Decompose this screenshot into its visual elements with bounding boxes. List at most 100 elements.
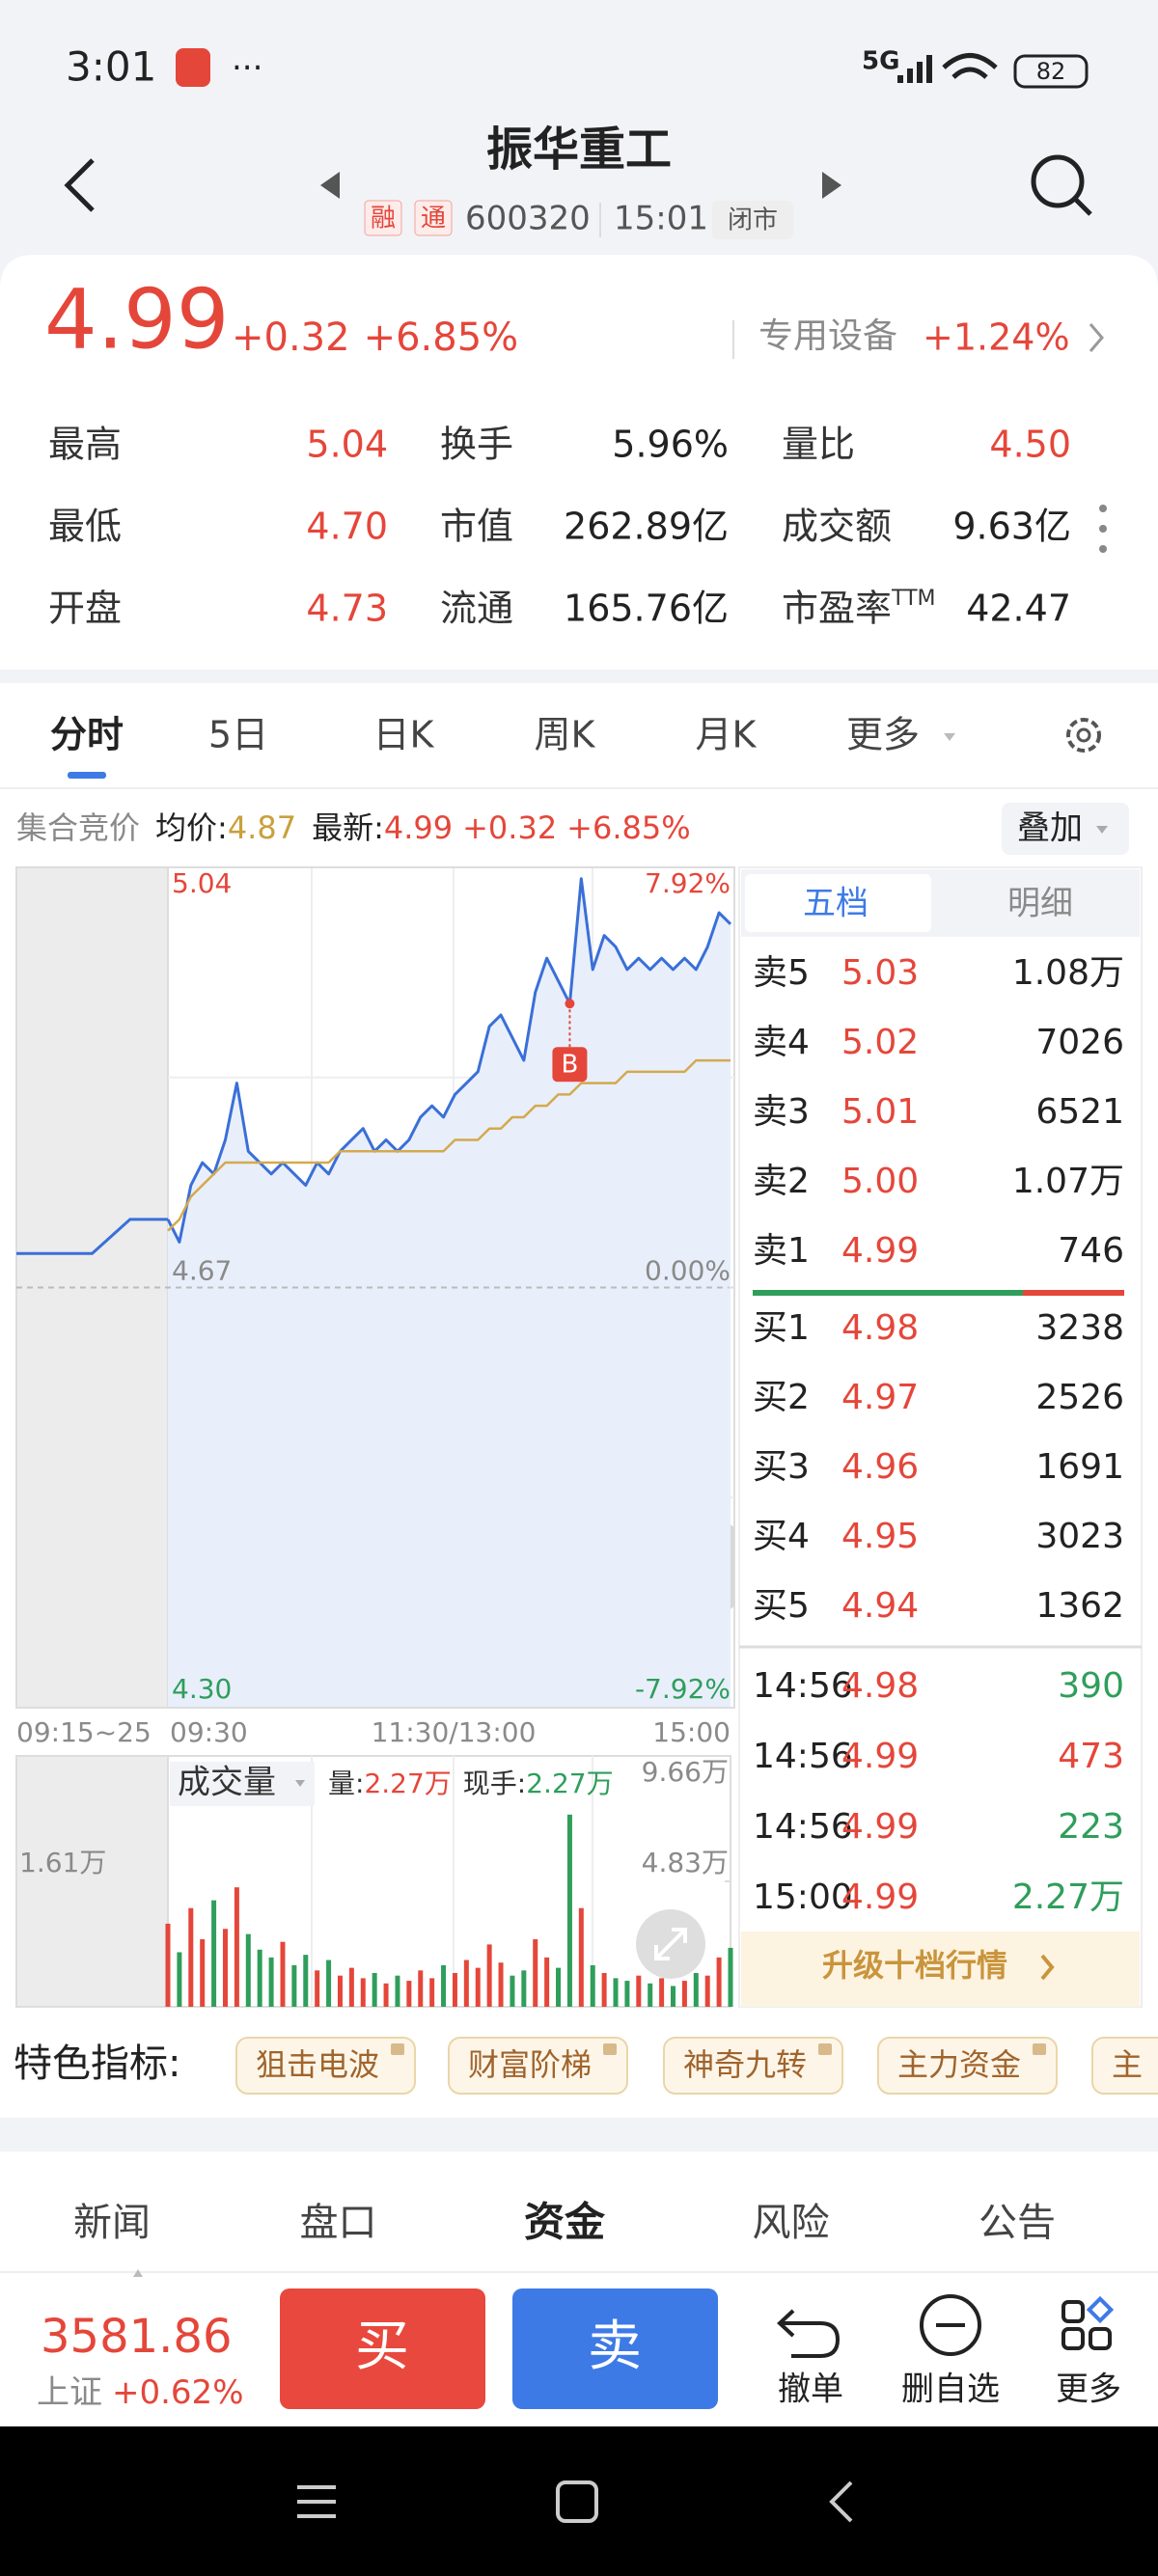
book-label: 卖3 [753, 1092, 810, 1132]
stat-value: 42.47 [966, 588, 1071, 630]
action-label[interactable]: 撤单 [778, 2370, 843, 2409]
bottom-tab[interactable]: 新闻 [73, 2201, 151, 2245]
action-label[interactable]: 更多 [1056, 2370, 1121, 2409]
stat-value: 165.76亿 [564, 588, 729, 630]
chart-tab[interactable]: 月K [696, 714, 758, 756]
more-icon-cell [1062, 2327, 1085, 2350]
book-volume: 1691 [1035, 1447, 1124, 1487]
bottom-tab[interactable]: 盘口 [300, 2201, 377, 2245]
remove-icon[interactable] [920, 2294, 981, 2356]
auction-volume-scale: 1.61万 [19, 1847, 106, 1878]
feature-item[interactable]: 主力资金 [897, 2046, 1021, 2083]
chart-tab[interactable]: 日K [373, 714, 435, 756]
lock-icon [603, 2043, 617, 2055]
sector-name[interactable]: 专用设备 [758, 316, 897, 356]
cancel-icon[interactable] [777, 2309, 841, 2358]
upgrade-link[interactable]: 升级十档行情 [822, 1947, 1007, 1984]
tag-box [364, 200, 402, 236]
buy-label[interactable]: 买 [355, 2316, 409, 2378]
settings-center [1076, 727, 1091, 743]
sell-label[interactable]: 卖 [588, 2316, 642, 2378]
volume-bar [671, 1986, 676, 2007]
stat-label: 开盘 [48, 588, 122, 630]
stat-label: 量比 [782, 424, 855, 466]
feature-pill[interactable] [877, 2037, 1058, 2095]
buy-button[interactable] [280, 2288, 485, 2409]
tag: 通 [421, 205, 446, 233]
prev-stock[interactable] [320, 172, 340, 199]
chart-tab[interactable]: 周K [535, 714, 596, 756]
more-dot[interactable] [1099, 525, 1107, 533]
chart-tab[interactable]: 5日 [208, 714, 268, 756]
overlay-button[interactable]: 叠加 [1017, 809, 1083, 848]
book-volume: 3023 [1035, 1517, 1124, 1556]
feature-item[interactable]: 主 [1112, 2046, 1143, 2083]
stat-value: 5.04 [306, 424, 388, 466]
book-balance-ask [1023, 1290, 1124, 1296]
stock-code: 600320 [465, 200, 591, 238]
settings-button[interactable] [1066, 718, 1101, 753]
volume-title[interactable]: 成交量 [178, 1764, 276, 1802]
tab-indicator [68, 772, 106, 779]
stat-value: 4.73 [306, 588, 388, 630]
feature-item[interactable]: 财富阶梯 [468, 2046, 592, 2083]
book-balance-bid [753, 1290, 1023, 1296]
feature-pill[interactable] [663, 2037, 843, 2095]
market-status: 闭市 [728, 206, 778, 235]
stat-value: 5.96% [612, 424, 729, 466]
volume-title-box[interactable] [170, 1762, 315, 1806]
bottom-tab[interactable]: 公告 [979, 2201, 1056, 2245]
tick-volume: 390 [1058, 1666, 1124, 1706]
upgrade-banner[interactable] [741, 1932, 1140, 2007]
more-dot[interactable] [1099, 505, 1107, 512]
volume-bar [337, 1975, 343, 2007]
overlay-box[interactable] [1002, 803, 1129, 855]
order-tab[interactable]: 五档 [803, 885, 868, 923]
index-toggle[interactable] [133, 2269, 143, 2277]
nav-back[interactable] [829, 2480, 853, 2523]
sector-change[interactable]: +1.24% [923, 316, 1070, 359]
search-handle [1073, 197, 1092, 216]
stat-label: 成交额 [782, 506, 892, 548]
dropdown-caret [944, 733, 955, 741]
bottom-tab[interactable]: 风险 [753, 2201, 830, 2245]
back-button[interactable] [64, 158, 95, 212]
feature-pill[interactable] [448, 2037, 628, 2095]
y2-tick-label: 7.92% [645, 867, 731, 899]
index-info: 上证 +0.62% [37, 2373, 244, 2412]
order-tab[interactable]: 明细 [1007, 885, 1073, 923]
more-icon-cell [1086, 2295, 1115, 2324]
sell-button[interactable] [512, 2288, 718, 2409]
book-price: 5.03 [841, 953, 919, 993]
feature-pill[interactable] [235, 2037, 416, 2095]
book-volume: 1.07万 [1012, 1162, 1124, 1201]
battery [1013, 54, 1089, 89]
volume-bar [475, 1967, 481, 2007]
volume-bar [510, 1975, 515, 2007]
index-value: 3581.86 [41, 2310, 233, 2364]
more-icon[interactable] [1062, 2295, 1115, 2350]
sector-arrow[interactable] [1089, 323, 1104, 352]
feature-pill[interactable] [1091, 2037, 1158, 2095]
volume-info: 量:2.27万 现手:2.27万 [328, 1768, 614, 1799]
volume-bar [521, 1970, 527, 2007]
nav-menu[interactable] [297, 2485, 336, 2518]
more-dot[interactable] [1099, 545, 1107, 553]
volume-bar [590, 1964, 595, 2007]
stat-value: 4.70 [306, 506, 388, 548]
tick-time: 14:56 [753, 1807, 853, 1847]
feature-item[interactable]: 狙击电波 [256, 2046, 379, 2083]
index-change: +0.62% [112, 2373, 244, 2412]
nav-home[interactable] [556, 2480, 598, 2523]
chart-tab[interactable]: 更多 [846, 714, 920, 756]
signal-bar [926, 55, 932, 83]
next-stock[interactable] [822, 172, 841, 199]
action-label[interactable]: 删自选 [901, 2370, 1000, 2409]
bottom-tab[interactable]: 资金 [524, 2199, 606, 2246]
feature-item[interactable]: 神奇九转 [683, 2046, 807, 2083]
search-button[interactable] [1031, 154, 1085, 208]
tag-box [414, 200, 453, 236]
chart-tab[interactable]: 分时 [50, 714, 124, 756]
volume-bar [200, 1939, 206, 2007]
